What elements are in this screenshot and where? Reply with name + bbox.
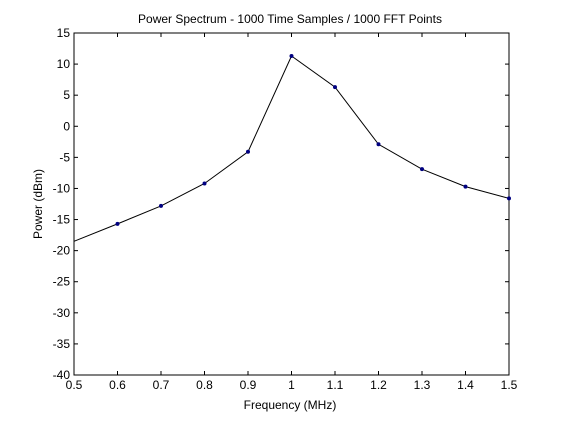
- chart-title: Power Spectrum - 1000 Time Samples / 100…: [138, 12, 442, 26]
- y-tick-label: 15: [57, 26, 71, 40]
- data-point: [376, 142, 381, 147]
- x-tick-label: 0.7: [153, 378, 170, 392]
- data-point: [115, 221, 120, 226]
- series-layer: [73, 54, 511, 242]
- data-point: [507, 196, 511, 201]
- y-tick-label: -15: [53, 213, 71, 227]
- x-axis-label: Frequency (MHz): [244, 398, 337, 412]
- x-tick-label: 1.2: [370, 378, 387, 392]
- y-tick-label: 10: [57, 57, 71, 71]
- y-tick-label: -30: [53, 306, 71, 320]
- data-point: [159, 203, 163, 208]
- data-point: [202, 181, 207, 186]
- x-tick-label: 1.4: [457, 378, 474, 392]
- axes-box: [73, 32, 510, 376]
- data-point: [246, 149, 250, 154]
- y-axis: 15 10 5 0 -5 -10 -15 -20 -25 -30 -35 -40: [53, 26, 509, 382]
- x-axis: 0.5 0.6 0.7 0.8 0.9 1 1.1 1.2 1.3 1.4 1.5: [66, 33, 518, 392]
- data-point: [463, 184, 468, 189]
- x-tick-label: 1.5: [501, 378, 518, 392]
- data-point: [420, 167, 424, 172]
- y-tick-label: -35: [53, 337, 71, 351]
- x-tick-label: 1.3: [414, 378, 431, 392]
- x-tick-label: 0.9: [240, 378, 257, 392]
- x-tick-label: 1.1: [327, 378, 344, 392]
- x-tick-label: 0.8: [196, 378, 213, 392]
- y-tick-label: -25: [53, 275, 71, 289]
- y-tick-label: -20: [53, 244, 71, 258]
- y-tick-label: 5: [63, 88, 70, 102]
- y-tick-label: 0: [63, 119, 70, 133]
- y-axis-label: Power (dBm): [31, 169, 45, 239]
- x-tick-label: 1: [288, 378, 295, 392]
- data-point: [333, 85, 337, 90]
- y-tick-label: -10: [53, 181, 71, 195]
- x-tick-label: 0.5: [66, 378, 83, 392]
- y-tick-label: -40: [53, 368, 71, 382]
- y-tick-label: -5: [59, 150, 70, 164]
- x-tick-label: 0.6: [109, 378, 126, 392]
- data-point: [289, 54, 294, 59]
